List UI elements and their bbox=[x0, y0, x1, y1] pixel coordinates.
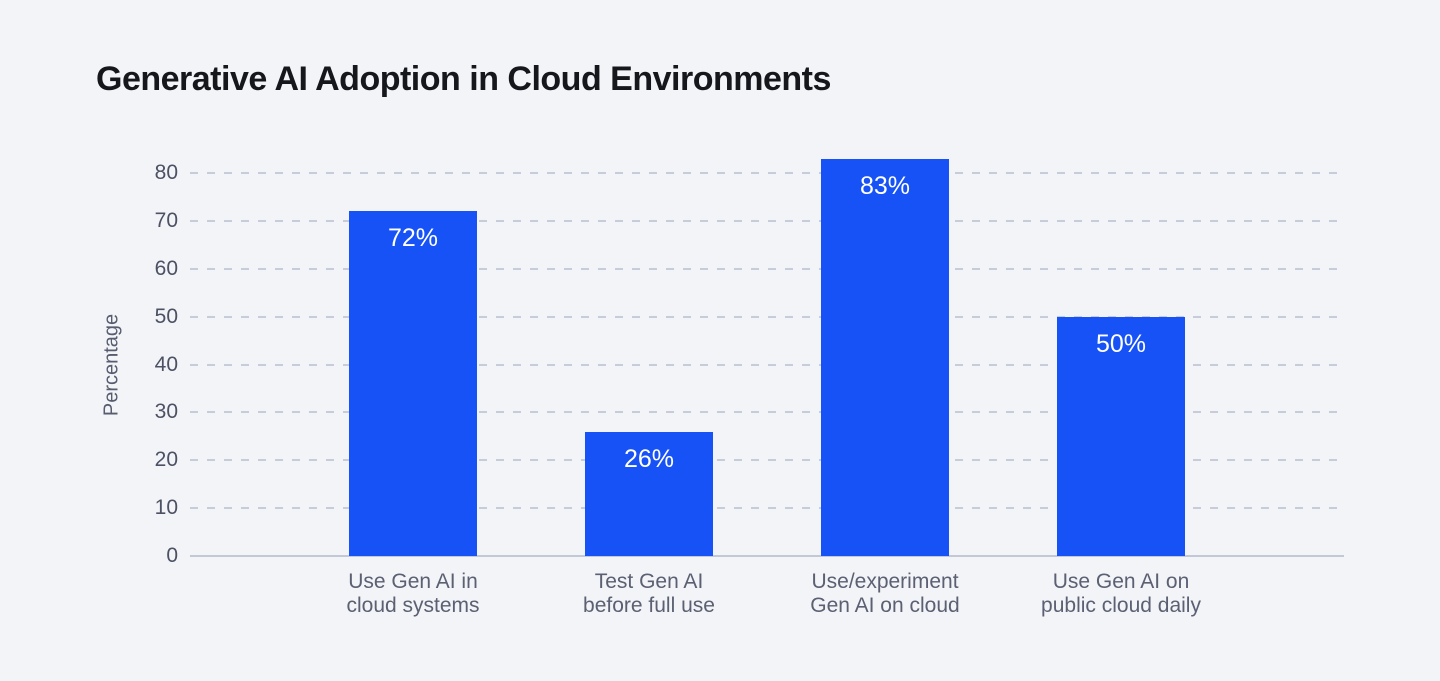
gridline-y80 bbox=[190, 172, 1344, 174]
x-category-label-line: before full use bbox=[583, 594, 715, 617]
bars-container: 72% Use Gen AI in cloud systems 26% Test Gen… bbox=[190, 140, 1344, 617]
bar-value-label-1: 72% bbox=[387, 224, 439, 253]
gridline-y70 bbox=[190, 219, 1344, 222]
bar-4: 50% bbox=[1057, 316, 1185, 556]
chart-title: Generative AI Adoption in Cloud Environm… bbox=[96, 60, 831, 98]
gridline-y50 bbox=[190, 315, 1344, 318]
category-band-4: 50% Use Gen AI on public cloud daily bbox=[1003, 140, 1239, 617]
ytick-label-30: 30 bbox=[154, 400, 178, 424]
category-band-2: 26% Test Gen AI before full use bbox=[531, 140, 767, 617]
x-category-label-2: Test Gen AI before full use bbox=[524, 570, 774, 618]
ytick-label-70: 70 bbox=[154, 208, 178, 232]
bar-1: 72% bbox=[349, 211, 477, 556]
ytick-label-80: 80 bbox=[154, 161, 178, 184]
ytick-label-20: 20 bbox=[154, 448, 178, 472]
gridline-y40 bbox=[190, 363, 1344, 366]
x-category-label-4: Use Gen AI on public cloud daily bbox=[996, 570, 1246, 618]
category-band-3: 83% Use/experiment Gen AI on cloud bbox=[767, 140, 1003, 617]
bar-3: 83% bbox=[821, 158, 949, 556]
ytick-label-60: 60 bbox=[154, 256, 178, 280]
plot-area: 0 10 20 30 40 50 60 70 80 72% Use Gen AI in cloud s… bbox=[155, 140, 1344, 617]
ytick-label-40: 40 bbox=[154, 352, 178, 376]
gridline-y30 bbox=[190, 411, 1344, 414]
bar-2: 26% bbox=[585, 431, 713, 556]
gridline-y60 bbox=[190, 267, 1344, 270]
y-axis-title: Percentage bbox=[100, 313, 123, 417]
bar-value-label-3: 83% bbox=[859, 171, 911, 200]
ytick-label-50: 50 bbox=[154, 304, 178, 328]
bar-value-label-4: 50% bbox=[1095, 329, 1147, 358]
bar-value-label-2: 26% bbox=[623, 444, 675, 473]
x-category-label-line: Use/experiment bbox=[811, 570, 959, 593]
x-category-label-line: public cloud daily bbox=[1041, 594, 1201, 617]
x-category-label-line: cloud systems bbox=[346, 594, 480, 617]
category-band-1: 72% Use Gen AI in cloud systems bbox=[295, 140, 531, 617]
x-category-label-line: Use Gen AI in bbox=[348, 570, 478, 593]
gridline-y10 bbox=[190, 507, 1344, 510]
x-category-label-3: Use/experiment Gen AI on cloud bbox=[760, 570, 1010, 618]
ytick-label-0: 0 bbox=[166, 544, 178, 567]
x-category-label-line: Test Gen AI bbox=[594, 570, 704, 593]
x-category-label-1: Use Gen AI in cloud systems bbox=[288, 570, 538, 618]
x-axis-line bbox=[190, 555, 1344, 557]
x-category-label-line: Gen AI on cloud bbox=[810, 594, 960, 617]
ytick-label-10: 10 bbox=[154, 496, 178, 520]
gridline-y20 bbox=[190, 459, 1344, 462]
x-category-label-line: Use Gen AI on bbox=[1052, 570, 1190, 593]
